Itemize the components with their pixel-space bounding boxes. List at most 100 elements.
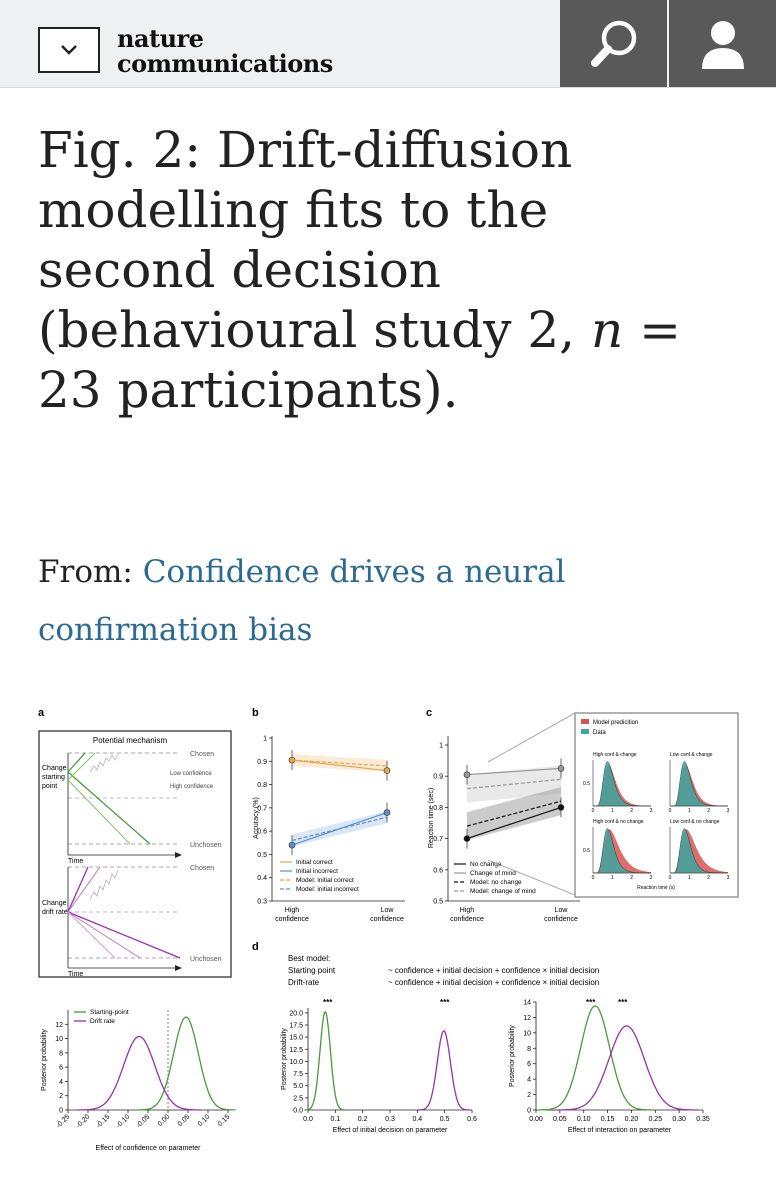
change-dr-label-2: drift rate: [42, 909, 68, 916]
dr-path-1: [67, 911, 181, 959]
inset-ytick: 0.5: [583, 848, 590, 854]
axis-arrow-1: [175, 852, 182, 858]
posterior-xtick-label: 0.10: [577, 1116, 591, 1123]
legend-label: No change: [470, 861, 502, 868]
posterior-ytick-label: 20.0: [289, 1010, 303, 1017]
posterior-xtick-label: 0.5: [440, 1116, 450, 1123]
posterior-ytick-label: 14: [523, 1000, 531, 1007]
posterior-curve: [537, 1005, 653, 1111]
noise-trace-2: [89, 869, 119, 901]
legend-model-label: Model predicition: [593, 720, 638, 726]
data-point: [463, 835, 471, 842]
posterior-xtick-label: 0.15: [601, 1116, 615, 1123]
panel-b-label: b: [252, 707, 259, 719]
change-sp-label-3: point: [42, 783, 57, 790]
ytick-label: 0.7: [257, 805, 267, 812]
inset-xtick: 0: [669, 875, 672, 881]
ytick-label: 0.4: [257, 875, 267, 882]
panel-c-legend: No change Change of mind Model: no change M…: [454, 861, 536, 895]
posterior-xtick-label: -0.15: [95, 1113, 111, 1129]
panel-b: Accuracy (%) High confidence Low confide…: [253, 736, 405, 923]
data-point: [288, 841, 296, 849]
data-point: [383, 767, 391, 774]
high-confidence-legend: High confidence: [170, 784, 214, 790]
figure-title-suffix: = 23 participants).: [38, 301, 681, 419]
panel-a-title: Potential mechanism: [93, 736, 168, 745]
figure-image: a b c d Potential mechanism Chosen Uncho…: [20, 700, 760, 1160]
ytick-label: 0.6: [433, 867, 443, 874]
posterior-xtick-label: 0.0: [303, 1116, 313, 1123]
noise-trace-1: [89, 753, 119, 773]
inset-title-3: High conf & no change: [593, 819, 644, 825]
data-point: [557, 804, 565, 811]
inset-xtick: 2: [707, 808, 710, 814]
posterior-interaction-plot: 0 2 4 6 8 10 12 14 0.00 0.05 0.10 0.15 0.20 0.25 0.30 0…: [509, 1000, 710, 1135]
inset-title-2: Low conf & change: [670, 752, 713, 758]
posterior-ylabel: Posterior probability: [509, 1025, 516, 1087]
posterior-ylabel: Posterior probability: [41, 1029, 48, 1091]
legend-label: Model: initial correct: [296, 877, 354, 884]
posterior-curve: [136, 1016, 236, 1111]
posterior-ytick-label: 4: [59, 1079, 63, 1086]
user-account-button[interactable]: [669, 0, 776, 87]
site-logo[interactable]: nature communications: [117, 26, 333, 76]
panel-b-ylabel: Accuracy (%): [253, 797, 260, 839]
legend-data-swatch: [581, 729, 589, 734]
ytick-label: 0.5: [433, 899, 443, 906]
posterior-curve: [304, 1011, 346, 1111]
posterior-confidence-plot: 0 2 4 6 8 10 12 -0.25 -0.20 -0.15 -0.10 -0.05 0.00 0.…: [41, 1009, 236, 1152]
panel-c-xtick-1b: confidence: [450, 916, 484, 923]
inset-data-area: [593, 827, 652, 874]
panel-b-xtick-2b: confidence: [370, 916, 404, 923]
posterior-xtick-label: 0.05: [177, 1113, 192, 1128]
axis-arrow-2: [175, 965, 182, 971]
inset-ytick: 0.5: [583, 781, 590, 787]
posterior-ytick-label: 5.0: [293, 1083, 303, 1090]
posterior-xtick-label: 0.15: [217, 1113, 232, 1128]
panel-a-label: a: [38, 707, 45, 719]
legend-label: Model: no change: [470, 879, 522, 886]
sp-path-4: [67, 752, 96, 781]
posterior-xlabel: Effect of interaction on parameter: [568, 1127, 672, 1134]
legend-label: Change of mind: [470, 870, 516, 877]
legend-model-swatch: [581, 719, 589, 724]
model-line: [466, 800, 562, 827]
legend-label: Model: change of mind: [470, 888, 536, 895]
menu-button[interactable]: [38, 27, 100, 73]
source-line: From: Confidence drives a neural confirm…: [38, 543, 738, 659]
dr-path-2: [67, 911, 141, 959]
ytick-label: 0.7: [433, 836, 443, 843]
panel-b-xtick-1b: confidence: [275, 916, 309, 923]
posterior-xtick-label: 0.3: [385, 1116, 395, 1123]
ytick-label: 1: [263, 736, 267, 743]
posterior-xtick-label: -0.05: [135, 1113, 151, 1129]
inset-xtick: 3: [727, 808, 730, 814]
panel-c-ylabel: Reaction time (sec): [428, 788, 435, 848]
search-button[interactable]: [560, 0, 667, 87]
best-model-label: Best model:: [288, 954, 330, 963]
significance-2: ***: [440, 998, 450, 1007]
panel-a: Potential mechanism Chosen Unchosen Time…: [38, 730, 232, 978]
inset-xtick: 1: [688, 808, 691, 814]
inset-xtick: 1: [611, 875, 614, 881]
posterior-xtick-label: 0.00: [529, 1116, 543, 1123]
posterior-xtick-label: 0.35: [696, 1116, 710, 1123]
change-sp-label-2: starting: [42, 774, 65, 781]
inset-plots: 0 1 2 3 0.5 0 1 2 3 0 1 2 3 0.5 0 1 2 3: [583, 760, 730, 881]
posterior-curve: [76, 1035, 202, 1111]
article-link[interactable]: Confidence drives a neural confirmation …: [38, 554, 566, 648]
dr-formula-label: Drift-rate: [288, 978, 320, 987]
panel-b-xtick-1: High: [285, 907, 300, 914]
dr-path-3: [67, 911, 116, 959]
inset-xtick: 3: [650, 808, 653, 814]
inset-xtick: 3: [727, 875, 730, 881]
inset-xlabel: Reaction time (s): [637, 885, 675, 891]
ytick-label: 0.6: [257, 829, 267, 836]
sp-formula: ~ confidence + initial decision + confid…: [388, 966, 599, 975]
significance-3: ***: [586, 998, 596, 1007]
posterior-legend-label: Drift rate: [90, 1018, 115, 1025]
change-dr-label-1: Change: [42, 900, 67, 907]
search-icon: [590, 20, 636, 67]
zoom-line-bottom: [487, 859, 576, 896]
inset-xtick: 0: [592, 808, 595, 814]
